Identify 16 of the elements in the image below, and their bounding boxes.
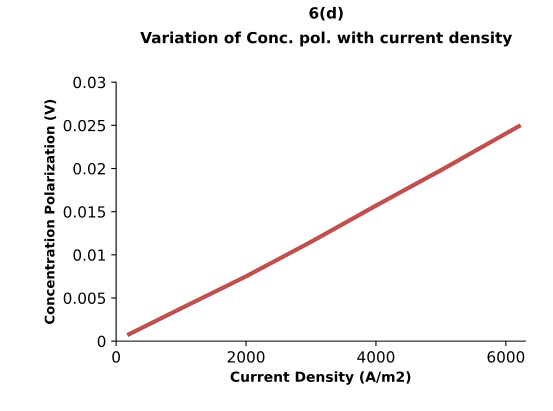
- y-tick-label: 0.02: [73, 162, 105, 175]
- x-tick-label: 0: [112, 351, 120, 363]
- y-tick-label: 0.025: [64, 120, 106, 132]
- x-axis-title: Current Density (A/m2): [230, 371, 410, 385]
- chart-title: 6(d): [309, 6, 343, 21]
- y-axis-title: Concentration Polarization (V): [44, 100, 56, 324]
- y-tick-label: 0.03: [73, 76, 106, 88]
- y-tick-label: 0.005: [64, 292, 106, 304]
- x-tick-label: 6000: [487, 351, 524, 363]
- y-tick-label: 0.01: [73, 249, 105, 261]
- line-series: [127, 124, 521, 336]
- x-tick-label: 4000: [357, 351, 394, 363]
- x-tick-label: 2000: [228, 351, 264, 363]
- chart-subtitle: Variation of Conc. pol. with current density: [140, 32, 512, 46]
- y-tick-label: 0.015: [64, 206, 106, 218]
- y-tick-label: 0: [98, 336, 106, 348]
